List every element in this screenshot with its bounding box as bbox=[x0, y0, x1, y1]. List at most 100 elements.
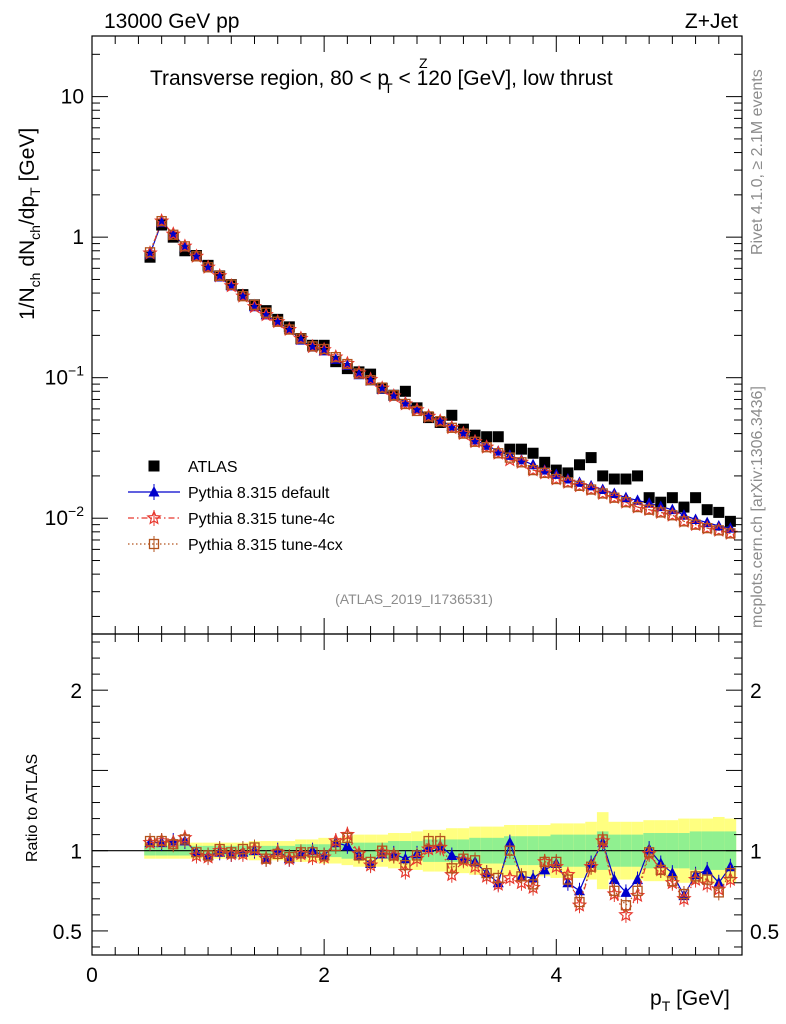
main-point bbox=[377, 382, 388, 393]
ratio-y-tick-label: 1 bbox=[70, 841, 82, 864]
ratio-point bbox=[551, 856, 562, 868]
legend-marker bbox=[148, 460, 160, 472]
ratio-y-axis-title: Ratio to ATLAS bbox=[24, 754, 41, 862]
ratio-point bbox=[469, 855, 481, 866]
ratio-panel-marks bbox=[142, 826, 739, 923]
main-point bbox=[458, 428, 469, 439]
main-series-line bbox=[149, 221, 731, 529]
ratio-y-tick-label-right: 2 bbox=[750, 680, 762, 703]
main-point bbox=[423, 411, 434, 422]
main-point bbox=[318, 343, 330, 355]
main-point bbox=[713, 525, 724, 536]
main-y-tick-label: 10−2 bbox=[45, 503, 85, 530]
main-point bbox=[214, 270, 225, 282]
main-point bbox=[492, 445, 504, 456]
ratio-point bbox=[249, 842, 260, 853]
main-point bbox=[307, 341, 318, 352]
main-point bbox=[725, 528, 736, 539]
mcplots-label: mcplots.cern.ch [arXiv:1306.3436] bbox=[749, 386, 766, 628]
axes: 10−2 10−1 1 10 0 2 4 0.5 0.5 1 1 2 2 bbox=[45, 35, 779, 987]
ratio-point bbox=[435, 835, 446, 847]
main-point bbox=[527, 464, 539, 476]
x-tick-label: 0 bbox=[86, 964, 98, 987]
ratio-y-tick-label: 0.5 bbox=[53, 921, 82, 944]
ratio-point bbox=[400, 859, 411, 871]
ratio-point bbox=[388, 850, 399, 861]
main-point bbox=[678, 501, 690, 513]
ratio-point bbox=[678, 888, 690, 900]
main-point bbox=[179, 241, 191, 252]
main-point bbox=[515, 443, 527, 455]
main-point bbox=[226, 279, 237, 290]
ratio-point bbox=[318, 850, 330, 861]
main-point bbox=[562, 467, 574, 479]
ratio-point bbox=[365, 856, 376, 868]
ratio-point bbox=[353, 850, 365, 861]
main-point bbox=[515, 453, 527, 465]
ratio-point bbox=[237, 843, 249, 855]
ratio-point bbox=[620, 886, 632, 897]
legend-label: ATLAS bbox=[188, 459, 238, 476]
ratio-point bbox=[446, 849, 458, 860]
main-point bbox=[342, 358, 353, 370]
ratio-point bbox=[725, 867, 736, 879]
ratio-point bbox=[330, 840, 341, 852]
main-point bbox=[632, 470, 644, 482]
legend: ATLAS Pythia 8.315 default Pythia 8.315 tu… bbox=[128, 459, 343, 554]
main-point bbox=[597, 488, 608, 499]
main-point bbox=[492, 431, 504, 443]
main-point bbox=[643, 504, 655, 515]
ratio-point bbox=[168, 839, 179, 850]
main-point bbox=[667, 510, 678, 521]
main-point bbox=[272, 316, 283, 327]
ratio-point bbox=[226, 847, 237, 858]
ratio-point bbox=[620, 900, 632, 911]
ratio-point bbox=[493, 872, 504, 884]
main-point bbox=[539, 456, 551, 468]
main-point bbox=[724, 515, 736, 527]
ratio-point bbox=[574, 884, 585, 896]
ratio-point bbox=[597, 834, 608, 845]
ratio-point bbox=[504, 845, 516, 856]
ratio-y-tick-label-right: 1 bbox=[750, 841, 762, 864]
main-point bbox=[701, 504, 713, 516]
ratio-point bbox=[260, 853, 272, 864]
main-point bbox=[446, 409, 458, 421]
main-point bbox=[562, 477, 574, 488]
main-point bbox=[527, 447, 539, 459]
legend-label: Pythia 8.315 default bbox=[188, 485, 330, 502]
main-point bbox=[620, 497, 632, 508]
main-point bbox=[330, 351, 341, 363]
main-point bbox=[341, 359, 353, 371]
main-point bbox=[400, 398, 411, 410]
ratio-point bbox=[609, 885, 620, 896]
main-point bbox=[585, 452, 597, 464]
analysis-id: (ATLAS_2019_I1736531) bbox=[335, 591, 493, 607]
ratio-point bbox=[516, 871, 527, 882]
ratio-point bbox=[481, 867, 492, 879]
main-point bbox=[608, 473, 620, 485]
ratio-point bbox=[504, 836, 516, 848]
ratio-point bbox=[713, 887, 724, 898]
main-point bbox=[399, 396, 411, 407]
main-point bbox=[504, 452, 516, 463]
plot-title-sub: T bbox=[384, 80, 393, 96]
plot-title-sup: Z bbox=[419, 55, 428, 71]
main-point bbox=[191, 251, 202, 262]
ratio-point bbox=[702, 874, 713, 885]
legend-label: Pythia 8.315 tune-4c bbox=[188, 511, 335, 528]
ratio-point bbox=[284, 851, 295, 863]
ratio-point bbox=[666, 867, 678, 878]
ratio-point bbox=[144, 835, 156, 847]
energy-label: 13000 GeV pp bbox=[104, 10, 239, 33]
rivet-version-label: Rivet 4.1.0, ≥ 2.1M events bbox=[749, 69, 766, 255]
main-point bbox=[399, 385, 411, 397]
ratio-y-tick-label-right: 0.5 bbox=[750, 921, 779, 944]
ratio-point bbox=[458, 853, 469, 864]
main-point bbox=[388, 390, 399, 401]
plot-title-end: < 120 [GeV], low thrust bbox=[393, 67, 613, 90]
ratio-point bbox=[632, 885, 643, 896]
ratio-point bbox=[423, 835, 434, 847]
legend-marker bbox=[148, 486, 160, 497]
